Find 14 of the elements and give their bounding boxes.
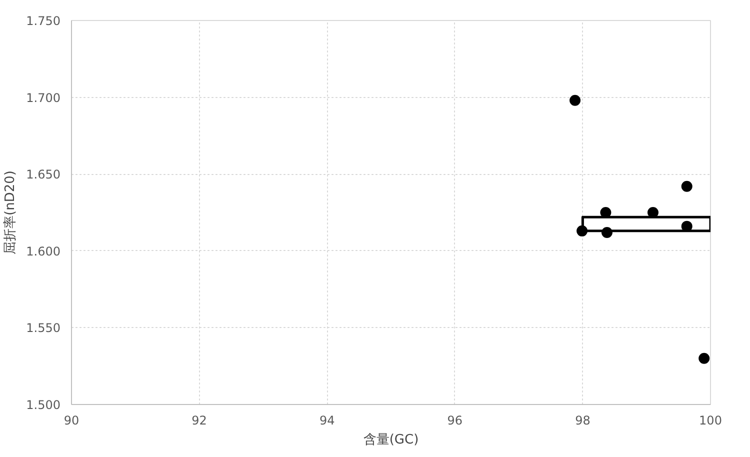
y-tick-label: 1.650 <box>26 168 61 182</box>
y-axis-title: 屈折率(nD20) <box>2 170 18 254</box>
x-tick-label: 96 <box>447 414 463 428</box>
y-tick-label: 1.750 <box>26 14 61 28</box>
y-tick-label: 1.600 <box>26 244 61 258</box>
y-tick-label: 1.700 <box>26 90 61 105</box>
x-tick-label: 90 <box>64 414 80 428</box>
x-tick-label: 92 <box>192 414 207 428</box>
y-tick-label: 1.500 <box>26 398 61 412</box>
x-axis-title: 含量(GC) <box>363 432 419 448</box>
x-tick-label: 100 <box>699 414 722 428</box>
x-tick-label: 94 <box>319 414 335 428</box>
y-tick-label: 1.550 <box>26 321 61 336</box>
x-tick-label: 98 <box>575 414 590 428</box>
